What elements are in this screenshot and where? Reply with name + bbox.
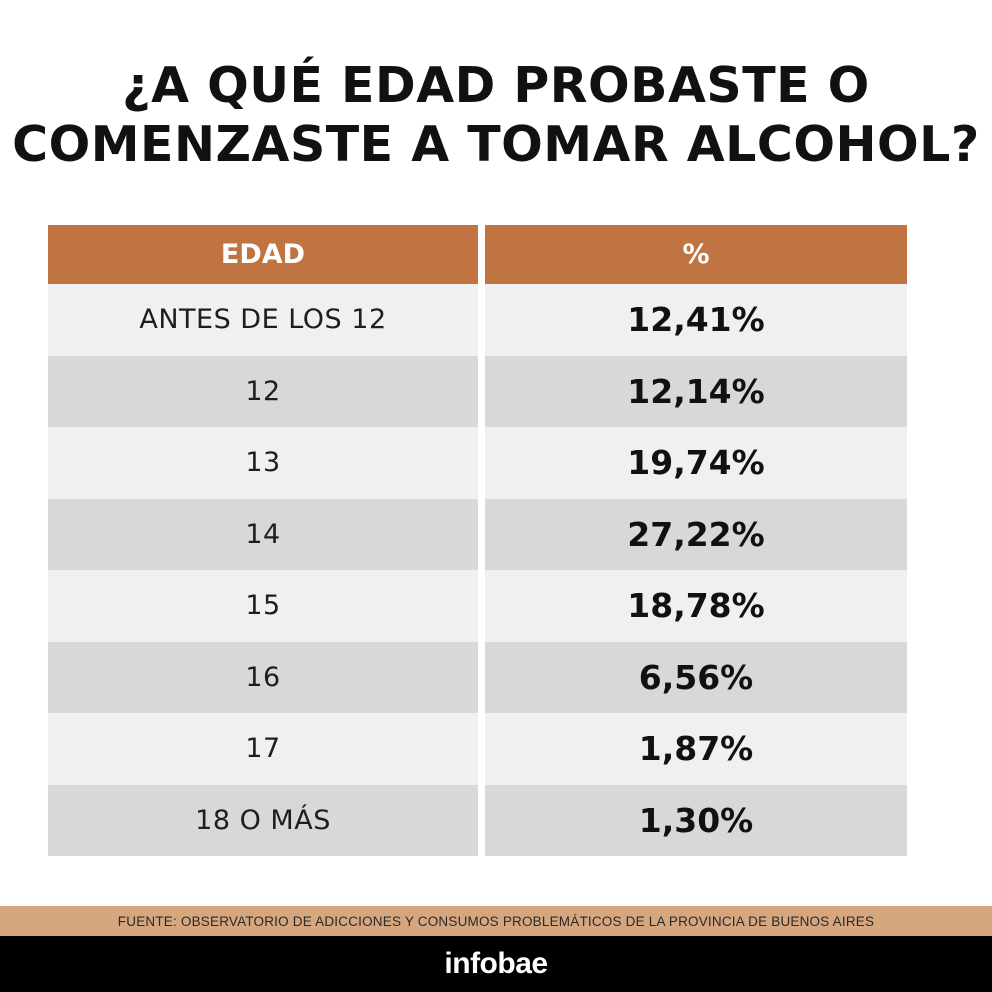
table-row: 18 O MÁS 1,30% [48, 784, 907, 856]
age-cell: 14 [48, 498, 478, 570]
table-row: 16 6,56% [48, 641, 907, 713]
percent-cell: 1,87% [485, 713, 907, 785]
column-divider [478, 355, 485, 427]
table-row: ANTES DE LOS 12 12,41% [48, 284, 907, 356]
column-divider [478, 498, 485, 570]
percent-cell: 12,41% [485, 284, 907, 356]
percent-cell: 6,56% [485, 641, 907, 713]
percent-cell: 27,22% [485, 498, 907, 570]
table-row: 13 19,74% [48, 427, 907, 499]
column-divider [478, 570, 485, 642]
percent-cell: 19,74% [485, 427, 907, 499]
column-divider [478, 427, 485, 499]
column-divider [478, 641, 485, 713]
percent-cell: 18,78% [485, 570, 907, 642]
age-cell: 12 [48, 355, 478, 427]
data-table: EDAD % ANTES DE LOS 12 12,41% 12 12,14% 13 19… [48, 225, 907, 856]
table-body: ANTES DE LOS 12 12,41% 12 12,14% 13 19,74% 14 2… [48, 284, 907, 856]
table-header: EDAD % [48, 225, 907, 284]
table-row: 17 1,87% [48, 713, 907, 785]
column-divider [478, 225, 485, 284]
age-cell: 15 [48, 570, 478, 642]
table-row: 15 18,78% [48, 570, 907, 642]
column-divider [478, 713, 485, 785]
column-header-age: EDAD [48, 225, 478, 284]
age-cell: ANTES DE LOS 12 [48, 284, 478, 356]
age-cell: 16 [48, 641, 478, 713]
title-line-2: COMENZASTE A TOMAR ALCOHOL? [12, 116, 980, 173]
age-cell: 18 O MÁS [48, 784, 478, 856]
column-divider [478, 284, 485, 356]
column-header-percent: % [485, 225, 907, 284]
percent-cell: 12,14% [485, 355, 907, 427]
age-cell: 13 [48, 427, 478, 499]
chart-title: ¿A QUÉ EDAD PROBASTE O COMENZASTE A TOMA… [0, 56, 992, 174]
percent-cell: 1,30% [485, 784, 907, 856]
footer-bar: infobae [0, 936, 992, 992]
age-cell: 17 [48, 713, 478, 785]
source-note: FUENTE: OBSERVATORIO DE ADICCIONES Y CON… [0, 906, 992, 936]
table-row: 12 12,14% [48, 355, 907, 427]
table-row: 14 27,22% [48, 498, 907, 570]
brand-logo: infobae [444, 947, 548, 980]
title-line-1: ¿A QUÉ EDAD PROBASTE O [122, 57, 870, 114]
column-divider [478, 784, 485, 856]
